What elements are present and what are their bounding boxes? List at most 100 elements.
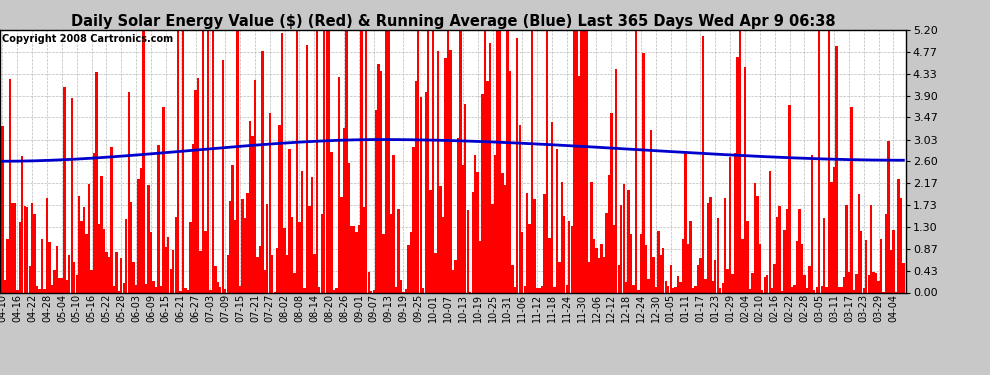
- Bar: [331, 152, 333, 292]
- Bar: [553, 286, 555, 292]
- Bar: [545, 30, 548, 292]
- Bar: [138, 179, 140, 292]
- Bar: [555, 149, 558, 292]
- Bar: [234, 220, 237, 292]
- Bar: [526, 194, 529, 292]
- Bar: [214, 266, 217, 292]
- Bar: [442, 217, 445, 292]
- Bar: [90, 270, 93, 292]
- Bar: [558, 261, 560, 292]
- Bar: [286, 255, 288, 292]
- Bar: [400, 280, 402, 292]
- Bar: [445, 58, 446, 292]
- Bar: [788, 105, 791, 292]
- Bar: [640, 234, 643, 292]
- Bar: [734, 153, 737, 292]
- Bar: [192, 144, 194, 292]
- Bar: [83, 207, 85, 292]
- Bar: [654, 287, 657, 292]
- Bar: [541, 286, 544, 292]
- Bar: [486, 81, 489, 292]
- Bar: [343, 128, 346, 292]
- Bar: [761, 290, 763, 292]
- Bar: [647, 279, 649, 292]
- Bar: [152, 281, 154, 292]
- Bar: [519, 125, 521, 292]
- Bar: [135, 285, 138, 292]
- Bar: [890, 250, 892, 292]
- Bar: [689, 221, 692, 292]
- Bar: [826, 287, 828, 292]
- Bar: [75, 275, 78, 292]
- Bar: [159, 286, 162, 292]
- Bar: [323, 30, 326, 292]
- Bar: [125, 219, 128, 292]
- Bar: [529, 224, 531, 292]
- Bar: [702, 36, 704, 292]
- Bar: [662, 248, 664, 292]
- Bar: [16, 290, 19, 292]
- Bar: [476, 172, 479, 292]
- Bar: [590, 182, 593, 292]
- Bar: [677, 276, 679, 292]
- Bar: [382, 234, 385, 292]
- Bar: [93, 153, 95, 292]
- Bar: [672, 288, 674, 292]
- Bar: [818, 30, 821, 292]
- Bar: [143, 30, 145, 292]
- Bar: [103, 229, 105, 292]
- Bar: [154, 287, 157, 292]
- Bar: [65, 280, 68, 292]
- Bar: [98, 224, 100, 292]
- Bar: [573, 30, 575, 292]
- Bar: [21, 156, 24, 292]
- Bar: [803, 275, 806, 292]
- Bar: [157, 145, 159, 292]
- Bar: [123, 284, 125, 292]
- Bar: [756, 196, 758, 292]
- Text: Copyright 2008 Cartronics.com: Copyright 2008 Cartronics.com: [2, 34, 173, 44]
- Bar: [326, 30, 328, 292]
- Bar: [872, 272, 875, 292]
- Bar: [380, 71, 382, 292]
- Bar: [704, 279, 707, 292]
- Bar: [565, 285, 568, 292]
- Bar: [44, 289, 46, 292]
- Bar: [430, 190, 432, 292]
- Bar: [862, 288, 865, 292]
- Bar: [694, 286, 697, 292]
- Bar: [610, 113, 613, 292]
- Bar: [130, 202, 133, 292]
- Bar: [870, 206, 872, 292]
- Bar: [499, 30, 501, 292]
- Bar: [271, 255, 273, 292]
- Bar: [449, 50, 451, 292]
- Bar: [628, 190, 630, 292]
- Bar: [390, 214, 392, 292]
- Bar: [727, 269, 729, 292]
- Bar: [753, 183, 756, 292]
- Bar: [484, 30, 486, 292]
- Bar: [659, 255, 662, 292]
- Bar: [897, 179, 900, 292]
- Bar: [521, 232, 524, 292]
- Bar: [857, 194, 860, 292]
- Bar: [855, 274, 857, 292]
- Bar: [281, 33, 283, 292]
- Bar: [58, 278, 60, 292]
- Bar: [548, 238, 550, 292]
- Bar: [232, 165, 234, 292]
- Bar: [248, 121, 251, 292]
- Bar: [828, 30, 831, 292]
- Bar: [712, 282, 714, 292]
- Bar: [187, 290, 189, 292]
- Bar: [9, 79, 11, 292]
- Bar: [768, 171, 771, 292]
- Bar: [758, 244, 761, 292]
- Bar: [593, 238, 595, 292]
- Bar: [786, 209, 788, 292]
- Bar: [357, 225, 360, 292]
- Bar: [46, 198, 49, 292]
- Bar: [630, 234, 633, 292]
- Bar: [375, 110, 377, 292]
